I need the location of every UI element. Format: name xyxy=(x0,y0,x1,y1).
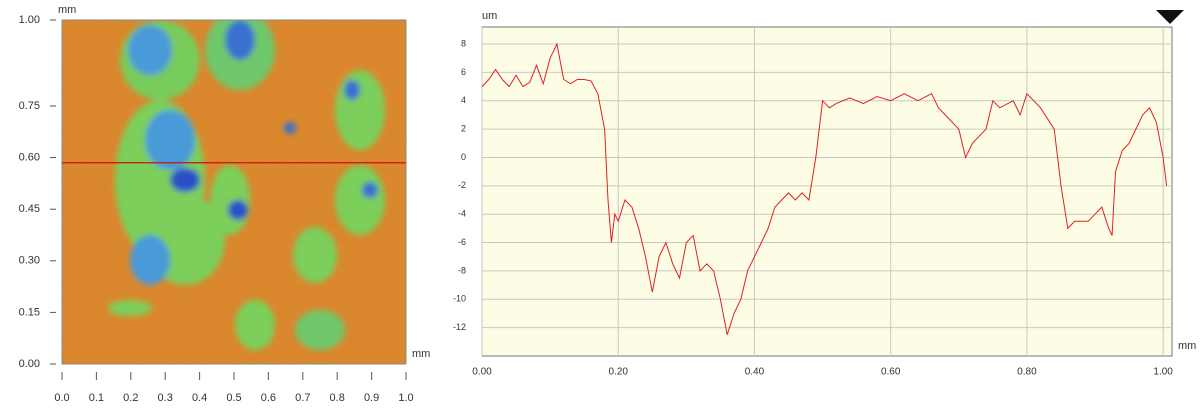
y-tick-label: -12 xyxy=(453,322,466,332)
y-tick-label: -10 xyxy=(453,294,466,304)
y-tick-label: 0.15 xyxy=(19,306,40,318)
page: {"chart_data": [ {"type": "heatmap", "y_… xyxy=(0,0,1202,409)
y-tick-label: 8 xyxy=(461,38,466,48)
x-tick-label: 0.9 xyxy=(364,392,379,404)
y-tick-label: 0.60 xyxy=(19,152,40,164)
y-tick-label: 4 xyxy=(461,95,466,105)
marker-triangle xyxy=(1156,10,1184,24)
x-tick-label: 0.6 xyxy=(261,392,276,404)
x-tick-label: 0.60 xyxy=(881,367,901,378)
y-tick-label: 6 xyxy=(461,67,466,77)
x-tick-label: 0.7 xyxy=(295,392,310,404)
x-tick-label: 0.00 xyxy=(472,367,492,378)
y-tick-label: 1.00 xyxy=(19,14,40,26)
x-tick-label: 1.00 xyxy=(1153,367,1173,378)
x-tick-label: 0.2 xyxy=(123,392,138,404)
y-tick-label: 2 xyxy=(461,123,466,133)
y-tick-label: -2 xyxy=(458,180,466,190)
x-tick-label: 0.1 xyxy=(89,392,104,404)
y-tick-label: 0.30 xyxy=(19,255,40,267)
y-tick-label: -6 xyxy=(458,237,466,247)
x-tick-label: 0.80 xyxy=(1017,367,1037,378)
y-unit: mm xyxy=(58,4,76,16)
x-tick-label: 0.40 xyxy=(745,367,765,378)
y-tick-label: 0.00 xyxy=(19,358,40,370)
y-unit: um xyxy=(482,10,497,22)
y-tick-label: 0.45 xyxy=(19,203,40,215)
x-tick-label: 0.0 xyxy=(54,392,69,404)
chart: mm mm um mm 0.000.150.300.450.600.751.00… xyxy=(0,0,1202,409)
x-unit: mm xyxy=(412,348,430,360)
y-tick-label: -8 xyxy=(458,265,466,275)
x-tick-label: 0.4 xyxy=(192,392,207,404)
x-tick-label: 1.0 xyxy=(398,392,413,404)
x-tick-label: 0.3 xyxy=(158,392,173,404)
x-tick-label: 0.20 xyxy=(608,367,628,378)
x-unit: mm xyxy=(1178,340,1196,352)
x-tick-label: 0.8 xyxy=(330,392,345,404)
y-tick-label: 0 xyxy=(461,152,466,162)
surface-map xyxy=(62,10,406,364)
y-tick-label: 0.75 xyxy=(19,100,40,112)
plot-area xyxy=(482,27,1172,356)
y-tick-label: -4 xyxy=(458,209,466,219)
x-tick-label: 0.5 xyxy=(226,392,241,404)
